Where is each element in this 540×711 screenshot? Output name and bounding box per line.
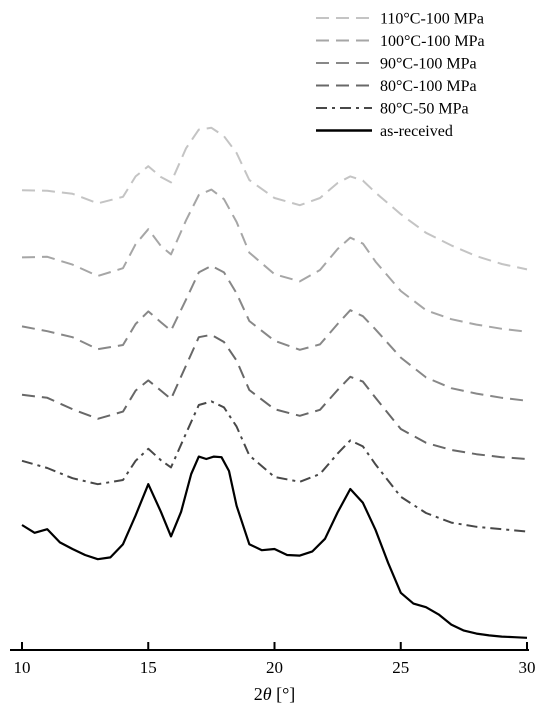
- x-axis-title-prefix: 2: [254, 684, 263, 704]
- legend-label-1: 100°C-100 MPa: [380, 33, 485, 50]
- x-axis: 10 15 20 25 30 2θ [°]: [10, 642, 536, 704]
- series-line-3: [21, 333, 528, 460]
- x-ticks: 10 15 20 25 30: [14, 642, 536, 677]
- legend-label-3: 80°C-100 MPa: [380, 78, 477, 95]
- legend-label-0: 110°C-100 MPa: [380, 11, 484, 28]
- plot-area: [21, 126, 528, 639]
- legend: 110°C-100 MPa 100°C-100 MPa 90°C-100 MPa 80…: [316, 11, 485, 140]
- series-line-2: [21, 264, 528, 402]
- legend-label-5: as-received: [380, 123, 453, 140]
- x-axis-title-variable: θ: [263, 684, 272, 704]
- series-line-4: [21, 400, 528, 533]
- x-tick-label-0: 10: [14, 658, 31, 677]
- series-line-1: [21, 188, 528, 333]
- x-tick-label-3: 25: [392, 658, 409, 677]
- legend-label-2: 90°C-100 MPa: [380, 56, 477, 73]
- legend-label-4: 80°C-50 MPa: [380, 101, 469, 118]
- x-axis-title: 2θ [°]: [254, 684, 296, 704]
- x-axis-title-unit: [°]: [272, 684, 296, 704]
- x-tick-label-1: 15: [140, 658, 157, 677]
- series-line-5: [21, 455, 528, 639]
- series-line-0: [21, 126, 528, 271]
- x-tick-label-2: 20: [266, 658, 283, 677]
- x-tick-label-4: 30: [519, 658, 536, 677]
